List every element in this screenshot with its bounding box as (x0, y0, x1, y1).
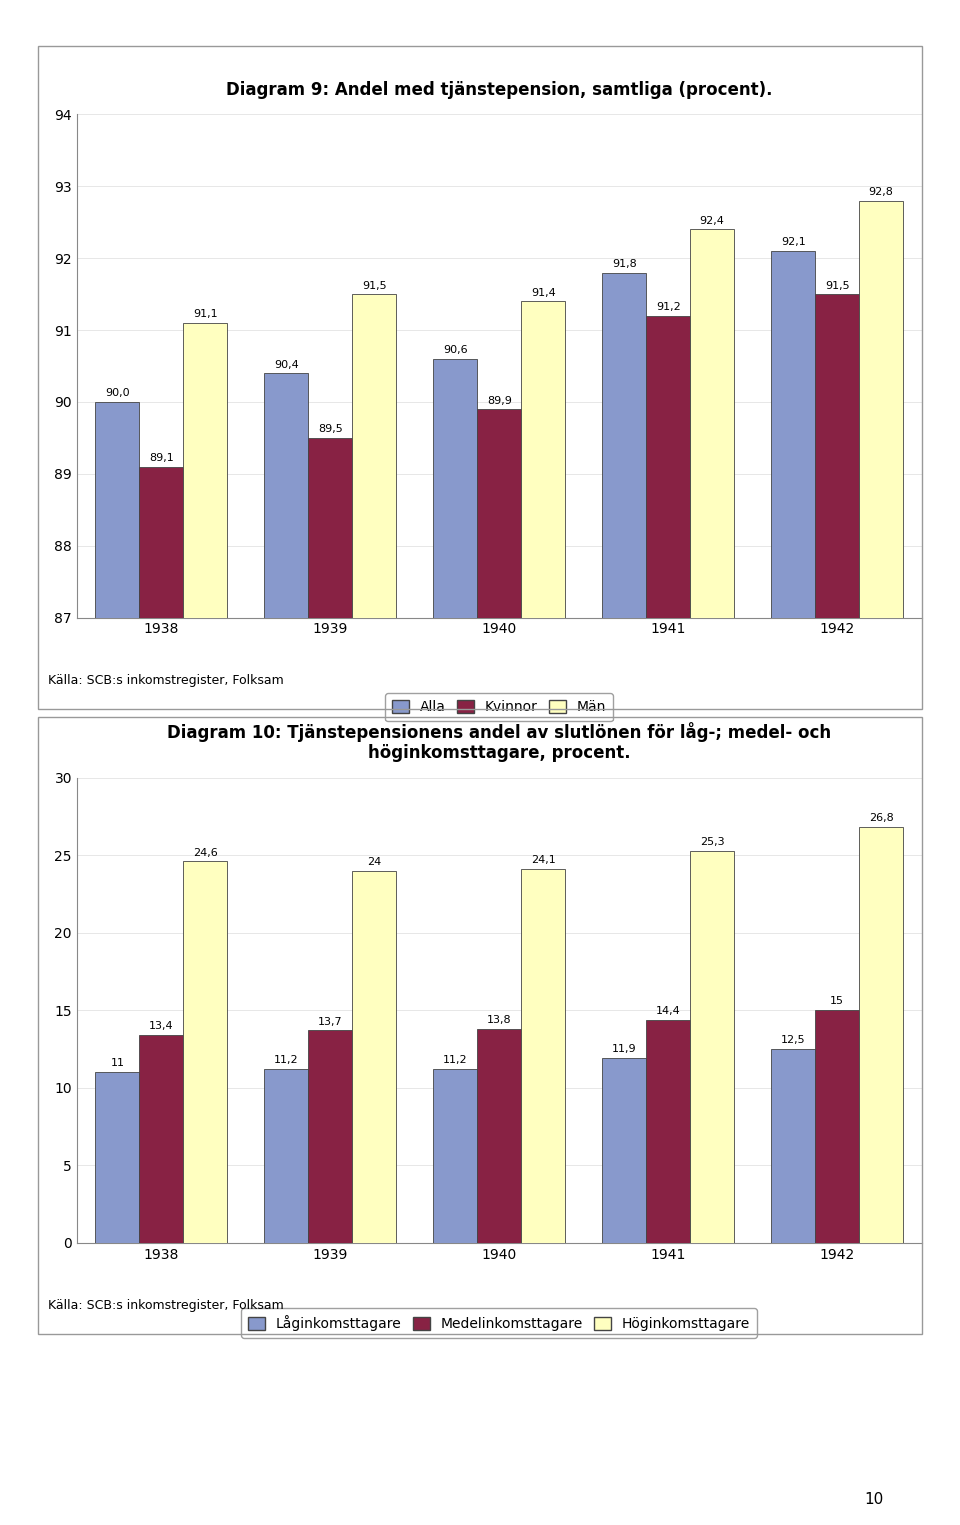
Text: 13,4: 13,4 (149, 1022, 174, 1031)
Text: 92,1: 92,1 (780, 238, 805, 247)
Bar (264, 374, 308, 1525)
Text: 10: 10 (864, 1491, 883, 1507)
Bar (477, 1029, 521, 1243)
Text: 89,9: 89,9 (487, 395, 512, 406)
Bar (815, 294, 859, 1525)
Text: 90,4: 90,4 (274, 360, 299, 369)
Text: 24: 24 (367, 857, 381, 866)
Text: 91,5: 91,5 (825, 281, 850, 290)
Legend: Alla, Kvinnor, Män: Alla, Kvinnor, Män (385, 694, 613, 721)
Text: 91,4: 91,4 (531, 288, 556, 297)
Bar (690, 851, 734, 1243)
Bar (308, 438, 352, 1525)
Text: 24,1: 24,1 (531, 856, 556, 865)
Bar (433, 358, 477, 1525)
Bar (95, 403, 139, 1525)
Bar (308, 1031, 352, 1243)
Text: 13,8: 13,8 (487, 1016, 512, 1025)
Text: 92,8: 92,8 (869, 188, 894, 197)
Bar (815, 1010, 859, 1243)
Text: 25,3: 25,3 (700, 837, 725, 846)
Text: 24,6: 24,6 (193, 848, 218, 857)
Bar (183, 862, 228, 1243)
Title: Diagram 10: Tjänstepensionens andel av slutlönen för låg-; medel- och
höginkomst: Diagram 10: Tjänstepensionens andel av s… (167, 721, 831, 762)
Bar (602, 1058, 646, 1243)
Bar (264, 1069, 308, 1243)
Bar (646, 316, 690, 1525)
Bar (859, 828, 903, 1243)
Text: 11,2: 11,2 (443, 1055, 468, 1066)
Bar (771, 1049, 815, 1243)
Text: 26,8: 26,8 (869, 813, 894, 824)
Text: 90,0: 90,0 (105, 389, 130, 398)
Text: 92,4: 92,4 (700, 217, 725, 226)
Bar (352, 871, 396, 1243)
Text: 91,8: 91,8 (612, 259, 636, 268)
Text: 13,7: 13,7 (318, 1017, 343, 1026)
Bar (183, 323, 228, 1525)
Text: 90,6: 90,6 (443, 345, 468, 355)
Text: 89,1: 89,1 (149, 453, 174, 464)
Bar (352, 294, 396, 1525)
Text: 15: 15 (830, 996, 844, 1006)
Text: Källa: SCB:s inkomstregister, Folksam: Källa: SCB:s inkomstregister, Folksam (48, 674, 284, 688)
Bar (139, 1035, 183, 1243)
Bar (602, 273, 646, 1525)
Bar (521, 302, 565, 1525)
Text: Källa: SCB:s inkomstregister, Folksam: Källa: SCB:s inkomstregister, Folksam (48, 1299, 284, 1313)
Text: 91,1: 91,1 (193, 310, 218, 319)
Text: 14,4: 14,4 (656, 1006, 681, 1016)
Bar (95, 1072, 139, 1243)
Bar (477, 409, 521, 1525)
Text: 11,2: 11,2 (274, 1055, 299, 1066)
Bar (690, 229, 734, 1525)
Text: 91,2: 91,2 (656, 302, 681, 313)
Text: 91,5: 91,5 (362, 281, 387, 290)
Text: 89,5: 89,5 (318, 424, 343, 435)
Legend: Låginkomsttagare, Medelinkomsttagare, Höginkomsttagare: Låginkomsttagare, Medelinkomsttagare, Hö… (241, 1308, 757, 1339)
Bar (646, 1020, 690, 1243)
Text: 11: 11 (110, 1058, 125, 1069)
Bar (521, 869, 565, 1243)
Text: 12,5: 12,5 (780, 1035, 805, 1045)
Text: 11,9: 11,9 (612, 1045, 636, 1054)
Title: Diagram 9: Andel med tjänstepension, samtliga (procent).: Diagram 9: Andel med tjänstepension, sam… (226, 81, 773, 99)
Bar (139, 467, 183, 1525)
Bar (433, 1069, 477, 1243)
Bar (771, 252, 815, 1525)
Bar (859, 201, 903, 1525)
